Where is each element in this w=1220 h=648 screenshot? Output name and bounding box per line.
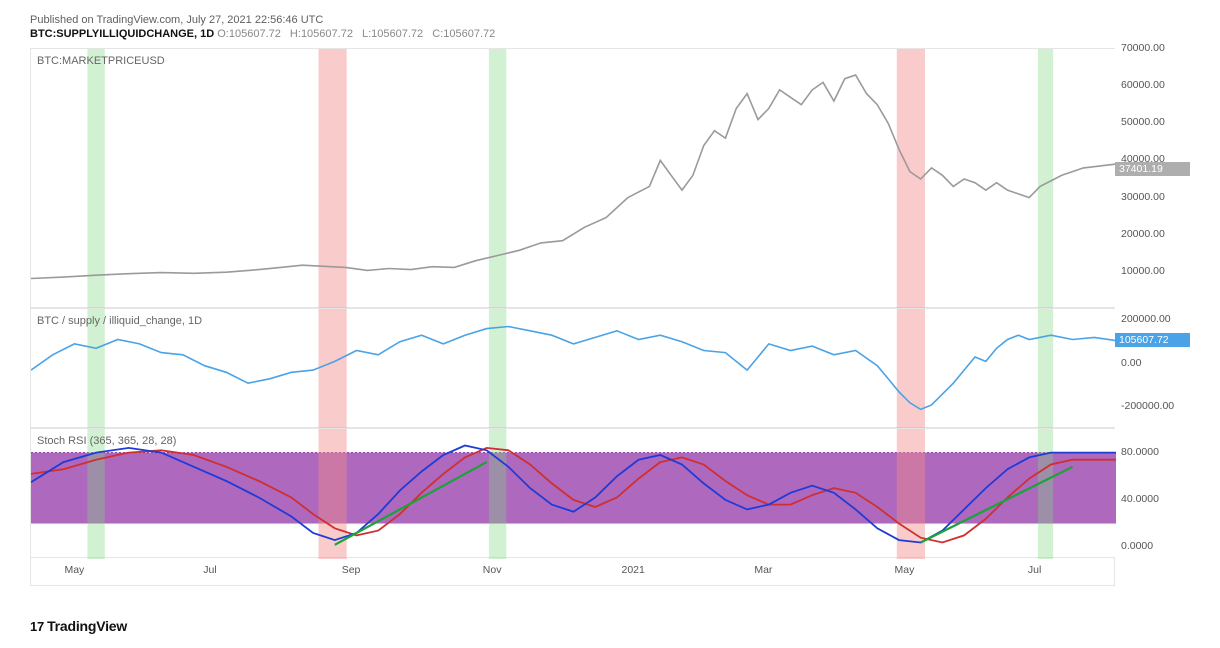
symbol-name: BTC:SUPPLYILLIQUIDCHANGE xyxy=(30,28,194,40)
time-tick: Jul xyxy=(1028,564,1041,576)
stoch-ytick: 40.0000 xyxy=(1121,493,1159,505)
time-tick: Sep xyxy=(342,564,361,576)
chart-area[interactable]: BTC:MARKETPRICEUSD 70000.0060000.0050000… xyxy=(30,48,1190,603)
ohlc-close: 105607.72 xyxy=(443,28,495,40)
supply-svg xyxy=(31,309,1116,429)
price-ytick: 10000.00 xyxy=(1121,265,1165,277)
chart-header: Published on TradingView.com, July 27, 2… xyxy=(0,0,1220,40)
red-band xyxy=(897,309,925,429)
price-ytick: 60000.00 xyxy=(1121,79,1165,91)
tradingview-logo: 17TradingView xyxy=(30,618,127,634)
supply-ytick: -200000.00 xyxy=(1121,400,1174,412)
time-tick: Nov xyxy=(483,564,502,576)
stochrsi-yaxis: 80.0000 40.0000 0.0000 xyxy=(1115,428,1190,558)
logo-text: TradingView xyxy=(47,618,127,634)
red-band xyxy=(319,309,347,429)
time-tick: May xyxy=(64,564,84,576)
ohlc-low: 105607.72 xyxy=(371,28,423,40)
price-ytick: 50000.00 xyxy=(1121,116,1165,128)
green-band xyxy=(489,49,506,309)
price-panel[interactable]: BTC:MARKETPRICEUSD xyxy=(30,48,1115,308)
price-ytick: 20000.00 xyxy=(1121,228,1165,240)
green-band xyxy=(1038,309,1053,429)
stoch-ytick: 0.0000 xyxy=(1121,540,1153,552)
supply-ytick: 200000.00 xyxy=(1121,313,1171,325)
published-line: Published on TradingView.com, July 27, 2… xyxy=(30,14,1220,26)
supply-panel[interactable]: BTC / supply / illiquid_change, 1D xyxy=(30,308,1115,428)
supply-panel-label: BTC / supply / illiquid_change, 1D xyxy=(37,315,202,327)
ohlc-open: 105607.72 xyxy=(229,28,281,40)
time-tick: May xyxy=(895,564,915,576)
logo-mark: 17 xyxy=(30,619,44,634)
time-axis: May Jul Sep Nov 2021 Mar May Jul xyxy=(30,558,1115,586)
stochrsi-panel[interactable]: Stoch RSI (365, 365, 28, 28) xyxy=(30,428,1115,558)
supply-yaxis: 200000.00 0.00 -200000.00 105607.72 xyxy=(1115,308,1190,428)
time-tick: Mar xyxy=(754,564,772,576)
price-yaxis: 70000.0060000.0050000.0040000.0030000.00… xyxy=(1115,48,1190,308)
green-band xyxy=(87,429,104,559)
green-band xyxy=(1038,429,1053,559)
supply-ytick: 0.00 xyxy=(1121,357,1141,369)
supply-value-tag: 105607.72 xyxy=(1115,333,1190,347)
stoch-ytick: 80.0000 xyxy=(1121,446,1159,458)
green-band xyxy=(1038,49,1053,309)
price-panel-label: BTC:MARKETPRICEUSD xyxy=(37,55,165,67)
interval: 1D xyxy=(200,28,214,40)
price-ytick: 30000.00 xyxy=(1121,191,1165,203)
price-ytick: 70000.00 xyxy=(1121,42,1165,54)
green-band xyxy=(87,309,104,429)
time-tick: Jul xyxy=(203,564,216,576)
price-value-tag: 37401.19 xyxy=(1115,162,1190,176)
stochrsi-svg xyxy=(31,429,1116,559)
symbol-line: BTC:SUPPLYILLIQUIDCHANGE, 1D O:105607.72… xyxy=(30,28,1220,40)
price-line xyxy=(31,75,1116,279)
green-band xyxy=(87,49,104,309)
supply-line xyxy=(31,327,1116,410)
price-svg xyxy=(31,49,1116,309)
red-band xyxy=(319,49,347,309)
stochrsi-panel-label: Stoch RSI (365, 365, 28, 28) xyxy=(37,435,176,447)
time-tick: 2021 xyxy=(621,564,644,576)
stoch-band xyxy=(31,453,1116,524)
ohlc-high: 105607.72 xyxy=(301,28,353,40)
